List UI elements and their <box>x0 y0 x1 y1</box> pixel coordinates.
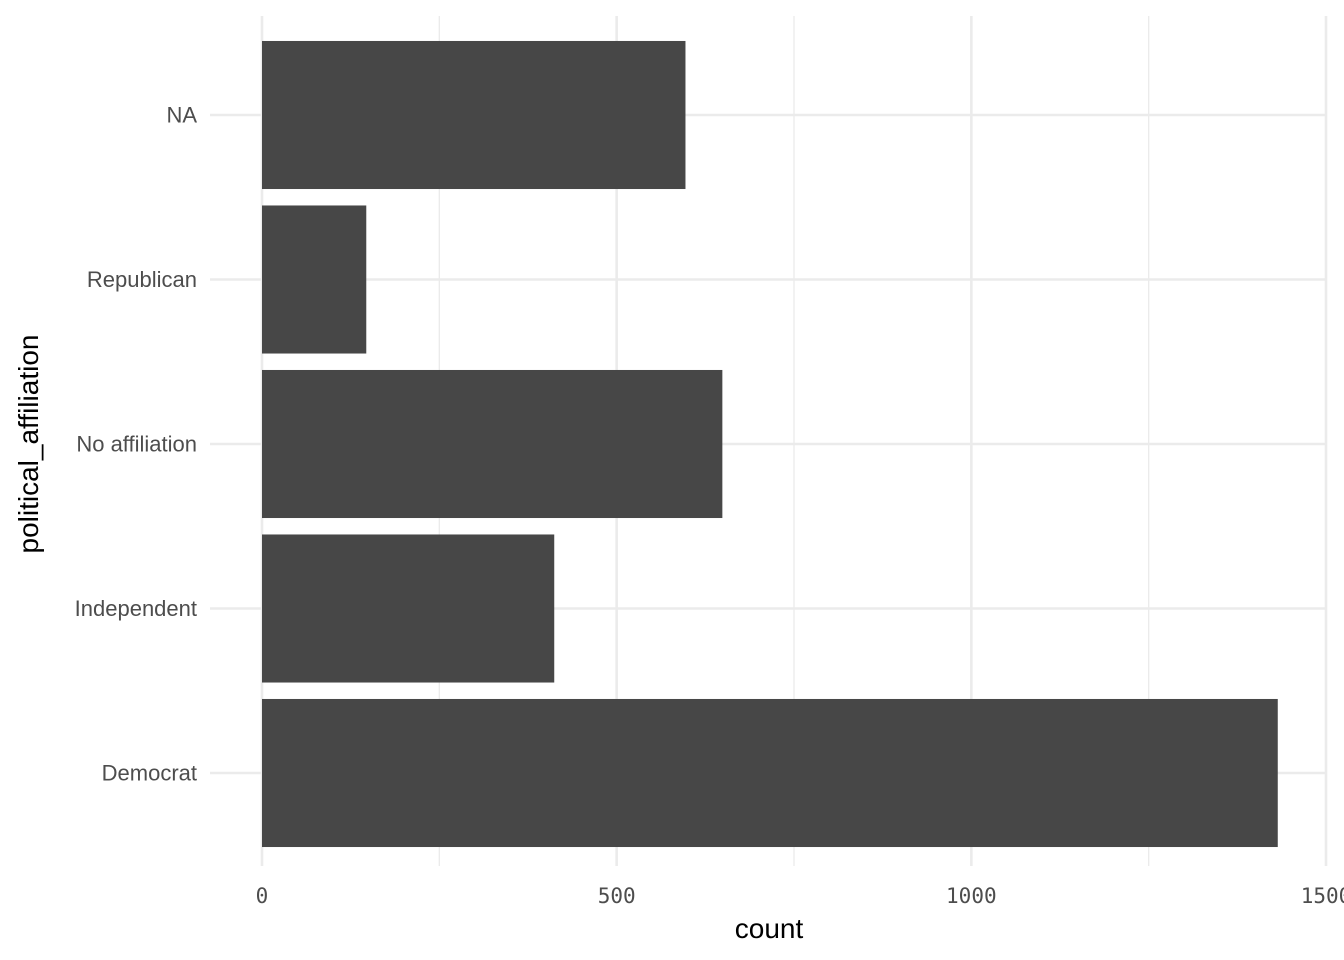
y-axis-tick-labels: Democrat Independent No affiliation Republi… <box>75 103 198 786</box>
y-axis-title: political_affiliation <box>13 335 44 554</box>
bars <box>262 40 1278 848</box>
x-tick-label: 1000 <box>946 884 997 908</box>
bar-no-affiliation <box>262 369 723 519</box>
y-tick-label: Republican <box>87 267 197 292</box>
y-tick-label: Democrat <box>102 761 197 786</box>
bar-independent <box>262 534 555 683</box>
x-tick-label: 1500 <box>1301 884 1344 908</box>
x-axis-tick-labels: 0 500 1000 1500 <box>256 884 1344 908</box>
x-axis-title: count <box>735 913 804 944</box>
y-tick-label: Independent <box>75 596 197 621</box>
x-tick-label: 500 <box>598 884 636 908</box>
x-tick-label: 0 <box>256 884 269 908</box>
bar-democrat <box>262 698 1278 848</box>
y-tick-label: No affiliation <box>76 432 197 457</box>
bar-na <box>262 40 686 190</box>
bar-republican <box>262 205 367 354</box>
y-tick-label: NA <box>166 103 197 128</box>
